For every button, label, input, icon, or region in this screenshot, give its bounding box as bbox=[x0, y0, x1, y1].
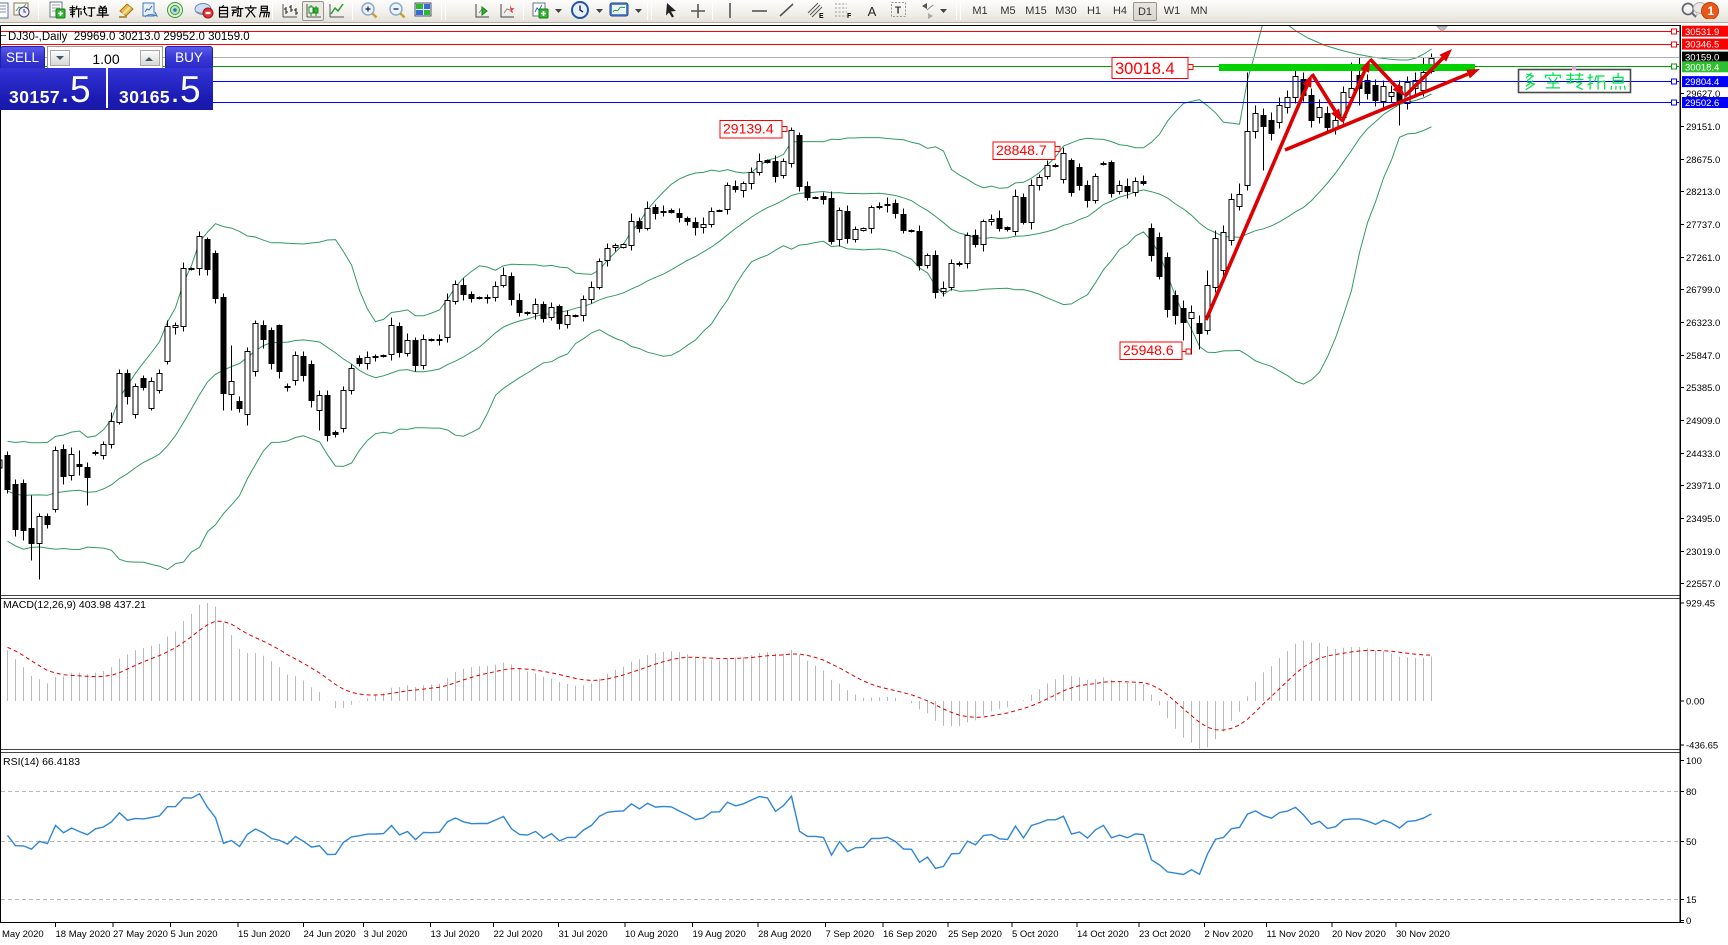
svg-text:24 Jun 2020: 24 Jun 2020 bbox=[304, 929, 356, 940]
svg-text:23495.0: 23495.0 bbox=[1686, 514, 1720, 525]
svg-text:0.00: 0.00 bbox=[1686, 697, 1705, 708]
svg-text:22557.0: 22557.0 bbox=[1686, 579, 1720, 590]
svg-text:24909.0: 24909.0 bbox=[1686, 416, 1720, 427]
svg-text:T: T bbox=[895, 6, 901, 17]
svg-text:DJ30-,Daily 29969.0 30213.0 2: DJ30-,Daily 29969.0 30213.0 29952.0 3015… bbox=[8, 31, 250, 43]
svg-text:MACD(12,26,9) 403.98 437.21: MACD(12,26,9) 403.98 437.21 bbox=[3, 599, 146, 611]
svg-text:26799.0: 26799.0 bbox=[1686, 285, 1720, 296]
svg-text:23 Oct 2020: 23 Oct 2020 bbox=[1139, 929, 1191, 940]
svg-text:RSI(14) 66.4183: RSI(14) 66.4183 bbox=[3, 756, 80, 768]
svg-text:25385.0: 25385.0 bbox=[1686, 383, 1720, 394]
svg-text:E: E bbox=[819, 13, 824, 19]
svg-text:25948.6: 25948.6 bbox=[1123, 342, 1174, 358]
svg-text:29139.4: 29139.4 bbox=[723, 121, 774, 137]
svg-text:14 Oct 2020: 14 Oct 2020 bbox=[1077, 929, 1129, 940]
svg-text:30346.5: 30346.5 bbox=[1685, 40, 1719, 51]
svg-text:29627.0: 29627.0 bbox=[1686, 89, 1720, 100]
svg-text:13 Jul 2020: 13 Jul 2020 bbox=[431, 929, 480, 940]
svg-text:19 Aug 2020: 19 Aug 2020 bbox=[693, 929, 746, 940]
svg-text:26323.0: 26323.0 bbox=[1686, 318, 1720, 329]
svg-text:29804.4: 29804.4 bbox=[1685, 77, 1719, 88]
svg-text:11 Nov 2020: 11 Nov 2020 bbox=[1267, 929, 1320, 940]
svg-text:16 Sep 2020: 16 Sep 2020 bbox=[883, 929, 937, 940]
svg-text:5 Jun 2020: 5 Jun 2020 bbox=[171, 929, 218, 940]
svg-text:2 Nov 2020: 2 Nov 2020 bbox=[1205, 929, 1254, 940]
svg-text:29151.0: 29151.0 bbox=[1686, 122, 1720, 133]
svg-text:28675.0: 28675.0 bbox=[1686, 155, 1720, 166]
svg-text:May 2020: May 2020 bbox=[2, 929, 44, 940]
svg-text:F: F bbox=[847, 13, 852, 19]
svg-text:24433.0: 24433.0 bbox=[1686, 449, 1720, 460]
svg-text:5 Oct 2020: 5 Oct 2020 bbox=[1012, 929, 1058, 940]
svg-text:3 Jul 2020: 3 Jul 2020 bbox=[364, 929, 408, 940]
svg-text:30159.0: 30159.0 bbox=[1685, 53, 1719, 64]
svg-text:10 Aug 2020: 10 Aug 2020 bbox=[625, 929, 678, 940]
svg-text:80: 80 bbox=[1686, 787, 1697, 798]
svg-text:-436.65: -436.65 bbox=[1686, 741, 1718, 752]
svg-text:30531.9: 30531.9 bbox=[1685, 27, 1719, 38]
svg-text:30018.4: 30018.4 bbox=[1115, 60, 1175, 78]
svg-text:1: 1 bbox=[1708, 4, 1715, 18]
svg-text:28848.7: 28848.7 bbox=[996, 142, 1047, 158]
svg-text:28213.0: 28213.0 bbox=[1686, 187, 1720, 198]
svg-text:7 Sep 2020: 7 Sep 2020 bbox=[826, 929, 875, 940]
svg-text:18 May 2020: 18 May 2020 bbox=[56, 929, 111, 940]
svg-text:50: 50 bbox=[1686, 837, 1697, 848]
svg-text:31 Jul 2020: 31 Jul 2020 bbox=[559, 929, 608, 940]
svg-text:30018.4: 30018.4 bbox=[1685, 62, 1719, 73]
svg-text:27 May 2020: 27 May 2020 bbox=[113, 929, 168, 940]
svg-text:22 Jul 2020: 22 Jul 2020 bbox=[494, 929, 543, 940]
svg-text:100: 100 bbox=[1686, 756, 1702, 767]
svg-text:23971.0: 23971.0 bbox=[1686, 481, 1720, 492]
svg-text:15 Jun 2020: 15 Jun 2020 bbox=[238, 929, 290, 940]
svg-text:29502.6: 29502.6 bbox=[1685, 98, 1719, 109]
svg-text:23019.0: 23019.0 bbox=[1686, 547, 1720, 558]
svg-text:20 Nov 2020: 20 Nov 2020 bbox=[1332, 929, 1386, 940]
svg-text:25 Sep 2020: 25 Sep 2020 bbox=[948, 929, 1002, 940]
svg-text:15: 15 bbox=[1686, 895, 1697, 906]
svg-text:929.45: 929.45 bbox=[1686, 599, 1715, 610]
svg-text:27261.0: 27261.0 bbox=[1686, 253, 1720, 264]
svg-text:25847.0: 25847.0 bbox=[1686, 351, 1720, 362]
svg-text:0: 0 bbox=[1686, 916, 1691, 927]
svg-text:30 Nov 2020: 30 Nov 2020 bbox=[1396, 929, 1450, 940]
svg-text:28 Aug 2020: 28 Aug 2020 bbox=[758, 929, 811, 940]
svg-text:27737.0: 27737.0 bbox=[1686, 220, 1720, 231]
